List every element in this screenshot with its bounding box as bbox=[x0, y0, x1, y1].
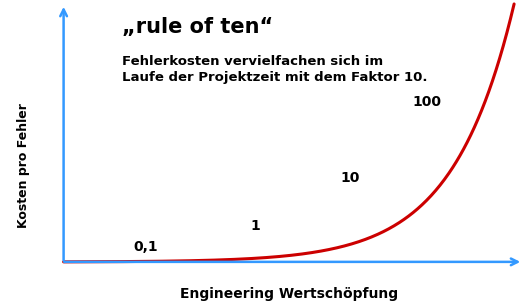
Text: Engineering Wertschöpfung: Engineering Wertschöpfung bbox=[180, 287, 398, 301]
Text: 10: 10 bbox=[341, 171, 360, 185]
Text: „rule of ten“: „rule of ten“ bbox=[122, 17, 273, 37]
Text: Fehlerkosten vervielfachen sich im
Laufe der Projektzeit mit dem Faktor 10.: Fehlerkosten vervielfachen sich im Laufe… bbox=[122, 54, 428, 84]
Text: 0,1: 0,1 bbox=[134, 240, 158, 254]
Text: 100: 100 bbox=[413, 95, 441, 109]
Text: 1: 1 bbox=[251, 219, 260, 233]
Text: Kosten pro Fehler: Kosten pro Fehler bbox=[16, 103, 30, 228]
